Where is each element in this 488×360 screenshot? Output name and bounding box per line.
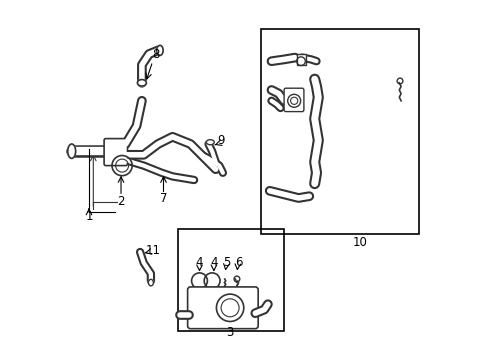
FancyBboxPatch shape xyxy=(104,139,127,166)
Text: 11: 11 xyxy=(145,244,160,257)
Ellipse shape xyxy=(206,140,214,145)
Ellipse shape xyxy=(156,45,163,55)
Text: 7: 7 xyxy=(160,192,167,204)
Text: 10: 10 xyxy=(351,237,366,249)
FancyBboxPatch shape xyxy=(187,287,258,329)
Text: 8: 8 xyxy=(152,48,160,60)
Text: 5: 5 xyxy=(223,256,230,269)
Text: 4: 4 xyxy=(210,256,217,269)
Text: 1: 1 xyxy=(85,210,93,222)
Bar xyxy=(260,29,418,234)
Text: 6: 6 xyxy=(234,256,242,269)
Text: 9: 9 xyxy=(217,134,224,147)
Ellipse shape xyxy=(148,279,153,286)
Bar xyxy=(178,229,284,331)
Ellipse shape xyxy=(68,144,76,158)
Ellipse shape xyxy=(137,80,146,86)
Text: 2: 2 xyxy=(117,195,124,208)
Text: 4: 4 xyxy=(195,256,203,269)
Text: 3: 3 xyxy=(226,327,233,339)
FancyBboxPatch shape xyxy=(284,88,303,112)
Bar xyxy=(296,54,305,65)
